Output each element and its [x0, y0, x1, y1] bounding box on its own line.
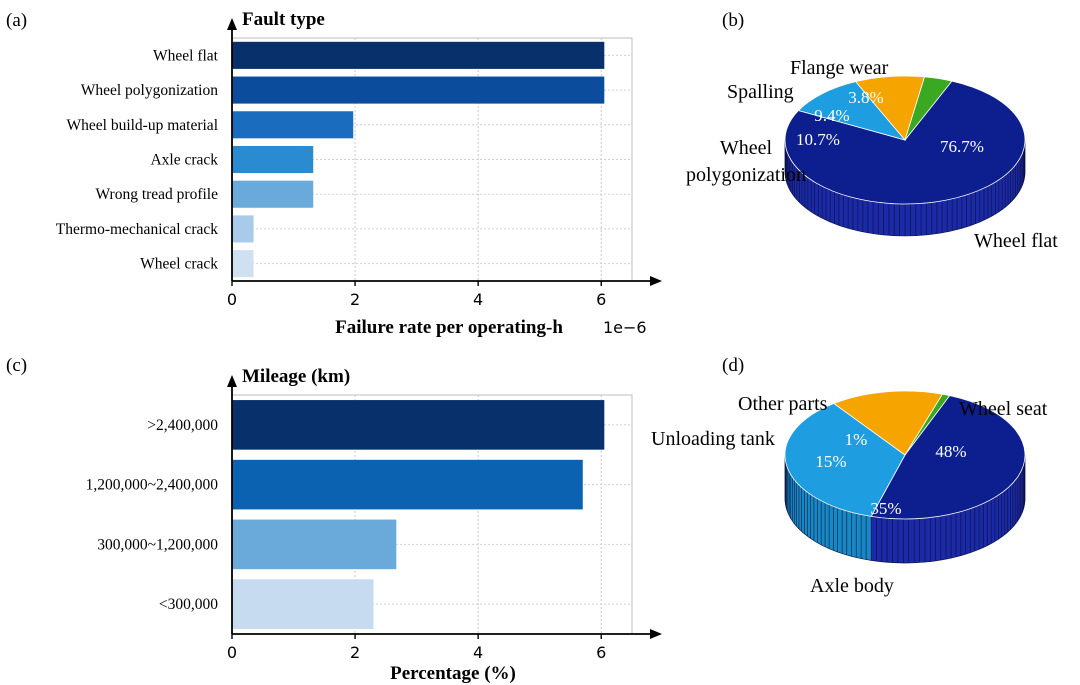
- pie-chart-b: (b) 76.7% 10.7% 9.4%3.8% Wheel flat Wheel poly…: [686, 10, 1058, 252]
- chart-title: Mileage (km): [242, 366, 350, 387]
- category-label: Wheel polygonization: [81, 82, 219, 99]
- pie-value-label: 76.7%: [940, 137, 984, 156]
- pie-category-label: Wheel: [720, 137, 773, 159]
- pie-category-label: Wheel seat: [959, 398, 1048, 420]
- chart-title: Fault type: [242, 9, 325, 30]
- x-offset-label: 1e−6: [603, 318, 647, 337]
- pie-value-label: 15%: [815, 452, 846, 471]
- x-axis-arrow: [650, 276, 662, 286]
- bar-300-000-1-200-000: [232, 519, 397, 570]
- x-tick-label: 4: [473, 290, 483, 309]
- bar-wrong-tread-profile: [232, 180, 314, 208]
- category-label: Axle crack: [150, 152, 218, 169]
- category-label: <300,000: [159, 596, 218, 613]
- x-axis-label: Percentage (%): [390, 663, 516, 684]
- bar-axle-crack: [232, 145, 314, 174]
- pie-value-label: 3.8%: [848, 88, 883, 107]
- x-tick-label: 6: [596, 643, 606, 662]
- category-label: Wheel flat: [153, 47, 219, 64]
- x-axis-label: Failure rate per operating-h: [335, 317, 563, 338]
- pie-category-label: Flange wear: [790, 57, 889, 79]
- pie-value-label: 10.7%: [796, 130, 840, 149]
- category-label: 300,000~1,200,000: [97, 536, 218, 553]
- x-tick-label: 0: [227, 290, 237, 309]
- x-tick-label: 0: [227, 643, 237, 662]
- pie-value-label: 35%: [870, 499, 901, 518]
- bar-chart-a: (a) Wheel flat Wheel polygonization Wheel b…: [6, 9, 662, 338]
- pie-category-label: Spalling: [727, 81, 794, 103]
- pie-category-label: Other parts: [738, 393, 828, 415]
- bar-2-400-000: [232, 400, 605, 450]
- bar-chart-c: (c) >2,400,000 1,200,000~2,400,000 300,000~…: [6, 355, 662, 684]
- x-axis-arrow: [650, 629, 662, 639]
- panel-label: (b): [722, 10, 744, 31]
- y-axis-arrow: [227, 18, 237, 30]
- pie-slice-other-parts: [904, 393, 951, 456]
- bar-wheel-build-up-material: [232, 111, 354, 139]
- y-axis-arrow: [227, 375, 237, 387]
- x-tick-label: 4: [473, 643, 483, 662]
- category-label: Wrong tread profile: [96, 186, 219, 203]
- bar-wheel-flat: [232, 41, 605, 69]
- bar-300-000: [232, 579, 374, 629]
- pie-value-label: 9.4%: [814, 106, 849, 125]
- category-label: Wheel build-up material: [67, 117, 219, 134]
- bar-1-200-000-2-400-000: [232, 459, 583, 510]
- pie-value-label: 48%: [935, 442, 966, 461]
- pie-slice-wheel-flat: [784, 80, 1026, 205]
- pie-slice-axle-body: [784, 403, 906, 517]
- x-tick-label: 2: [350, 643, 360, 662]
- panel-label: (a): [6, 10, 27, 31]
- pie-category-label: Axle body: [810, 575, 894, 597]
- pie-slice-wheel-seat: [870, 395, 1026, 520]
- panel-label: (c): [6, 355, 27, 376]
- x-tick-label: 2: [350, 290, 360, 309]
- pie-category-label: Unloading tank: [651, 428, 775, 450]
- category-label: >2,400,000: [147, 417, 218, 434]
- category-label: 1,200,000~2,400,000: [86, 477, 219, 494]
- pie-slice-unloading-tank: [833, 390, 944, 456]
- pie-value-label: 1%: [845, 430, 868, 449]
- pie-chart-d: (d) 48% 35% 15% 1% Wheel seat Axle body Unloadi…: [651, 355, 1048, 597]
- bar-thermo-mechanical-crack: [232, 215, 254, 243]
- pie-category-label: polygonization: [686, 164, 806, 186]
- bar-wheel-crack: [232, 250, 254, 278]
- panel-label: (d): [722, 355, 744, 376]
- x-tick-label: 6: [596, 290, 606, 309]
- category-label: Thermo-mechanical crack: [56, 221, 218, 238]
- pie-category-label: Wheel flat: [974, 230, 1058, 252]
- pie-slice-flange-wear: [904, 76, 953, 141]
- bar-wheel-polygonization: [232, 76, 605, 104]
- pie-slice-wheel-polygonization: [797, 81, 907, 141]
- category-label: Wheel crack: [140, 256, 218, 273]
